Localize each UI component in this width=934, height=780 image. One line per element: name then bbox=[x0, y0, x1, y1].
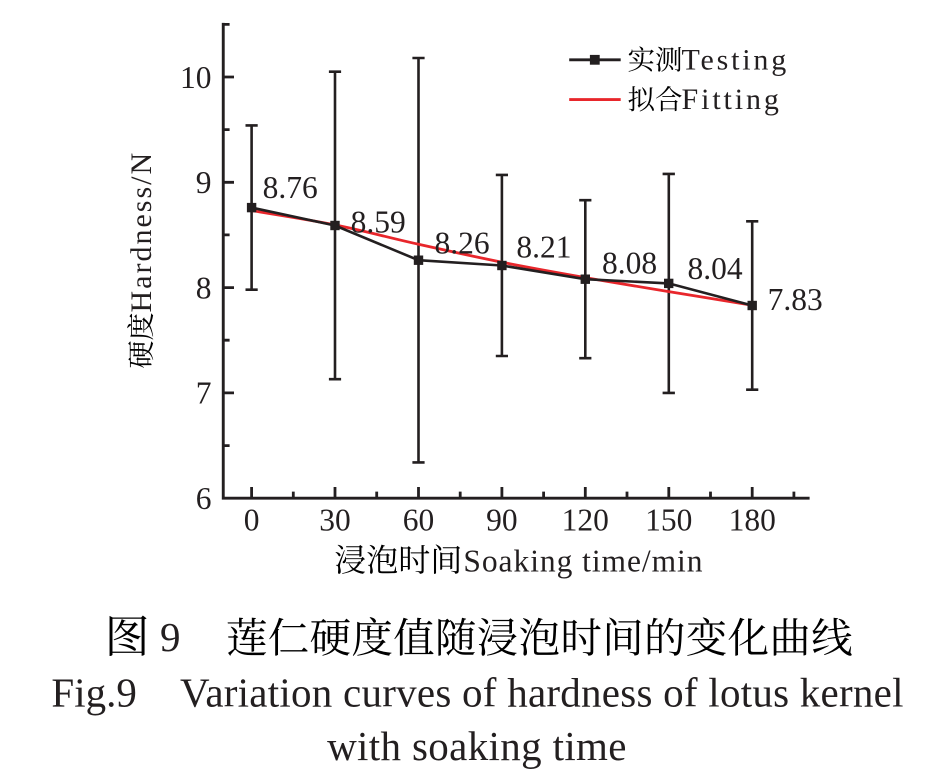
svg-text:Fig.9: Fig.9 bbox=[51, 670, 136, 716]
svg-text:with soaking time: with soaking time bbox=[327, 723, 627, 769]
svg-text:8.08: 8.08 bbox=[602, 246, 657, 281]
svg-text:10: 10 bbox=[180, 60, 212, 95]
svg-text:9: 9 bbox=[196, 165, 212, 200]
svg-text:Hardness/N: Hardness/N bbox=[125, 151, 158, 313]
svg-text:Testing: Testing bbox=[682, 44, 790, 77]
svg-text:8.76: 8.76 bbox=[263, 170, 318, 205]
svg-text:Fitting: Fitting bbox=[682, 83, 782, 116]
svg-text:8.04: 8.04 bbox=[688, 251, 743, 286]
svg-text:9: 9 bbox=[160, 614, 181, 660]
svg-text:6: 6 bbox=[196, 481, 212, 516]
svg-text:8.21: 8.21 bbox=[516, 229, 571, 264]
svg-text:180: 180 bbox=[729, 503, 776, 538]
svg-text:8: 8 bbox=[196, 270, 212, 305]
svg-text:8.26: 8.26 bbox=[435, 225, 490, 260]
svg-text:30: 30 bbox=[319, 503, 351, 538]
svg-text:7.83: 7.83 bbox=[768, 282, 823, 317]
svg-text:120: 120 bbox=[562, 503, 609, 538]
svg-text:Soaking time/min: Soaking time/min bbox=[463, 543, 703, 578]
svg-text:7: 7 bbox=[196, 376, 212, 411]
svg-text:8.59: 8.59 bbox=[351, 205, 406, 240]
svg-text:Variation curves of hardness o: Variation curves of hardness of lotus ke… bbox=[180, 670, 904, 716]
svg-text:90: 90 bbox=[486, 503, 518, 538]
svg-text:150: 150 bbox=[645, 503, 692, 538]
svg-text:60: 60 bbox=[403, 503, 435, 538]
svg-text:0: 0 bbox=[244, 503, 260, 538]
